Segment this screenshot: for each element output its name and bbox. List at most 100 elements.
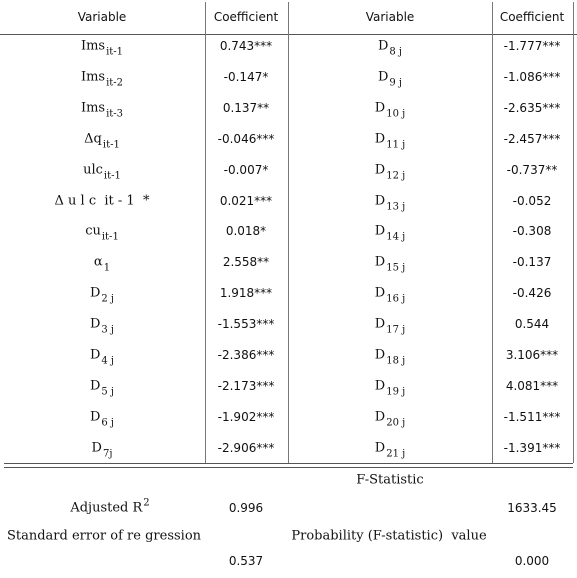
text: D xyxy=(374,100,386,116)
subscript: 1 xyxy=(103,262,111,274)
coefficient: -0.426 xyxy=(512,286,552,301)
text: D xyxy=(374,223,386,239)
subscript: it-2 xyxy=(106,77,124,89)
subscript: 6 j xyxy=(101,417,115,429)
subscript: 12 j xyxy=(386,170,406,182)
subscript: 8 j xyxy=(389,46,403,58)
text: Δ u l c it - 1 * xyxy=(54,193,150,208)
subscript: 5 j xyxy=(101,386,115,398)
subscript: 19 j xyxy=(386,386,406,398)
column-rule xyxy=(573,2,574,463)
subscript: it-1 xyxy=(102,139,120,151)
text: Adjusted R xyxy=(70,500,143,516)
subscript: 10 j xyxy=(386,108,406,120)
text: D xyxy=(89,378,101,394)
variable: D14 j xyxy=(374,223,405,243)
coefficient: -1.511*** xyxy=(503,409,561,424)
column-header: Variable xyxy=(77,10,127,24)
coefficient: -2.457*** xyxy=(503,131,561,146)
column-rule xyxy=(288,2,289,463)
coefficient: -0.046*** xyxy=(217,131,275,146)
variable: D9 j xyxy=(377,69,402,88)
subscript: 16 j xyxy=(386,293,406,305)
text: D xyxy=(374,285,386,301)
coefficient: -2.173*** xyxy=(217,378,275,393)
subscript: 20 j xyxy=(386,417,406,429)
subscript: 4 j xyxy=(101,355,115,367)
coefficient: 1.918*** xyxy=(219,286,273,301)
text: α xyxy=(93,254,103,270)
subscript: it-3 xyxy=(106,108,124,120)
coefficient: -0.737** xyxy=(506,162,558,177)
coefficient: -2.635*** xyxy=(503,100,561,115)
text: Ims xyxy=(80,38,106,54)
coefficient: -1.086*** xyxy=(503,69,561,84)
subscript: 11 j xyxy=(386,139,406,151)
coefficient: -1.391*** xyxy=(503,440,561,455)
coefficient: -0.052 xyxy=(512,193,552,208)
double-rule xyxy=(4,467,573,468)
variable: Imsit-3 xyxy=(81,101,123,119)
variable: D15 j xyxy=(374,254,405,274)
variable: D16 j xyxy=(374,285,405,305)
adjusted-r2-value: 0.996 xyxy=(228,501,264,515)
double-rule xyxy=(4,463,573,464)
text: D xyxy=(89,285,101,301)
variable: D6 j xyxy=(90,410,114,428)
coefficient: -2.906*** xyxy=(217,440,275,455)
text: D xyxy=(89,316,101,332)
coefficient: 0.018* xyxy=(225,224,267,239)
f-statistic-label: F-Statistic xyxy=(356,472,424,488)
text: D xyxy=(374,440,386,456)
variable: D4 j xyxy=(90,349,114,367)
column-header: Coefficient xyxy=(213,10,279,24)
text: D xyxy=(374,254,386,270)
variable: D2 j xyxy=(89,285,114,305)
subscript: 14 j xyxy=(386,231,406,243)
variable: D21 j xyxy=(374,440,405,459)
subscript: 15 j xyxy=(386,262,406,274)
variable: D11 j xyxy=(374,131,405,150)
text: cu xyxy=(85,223,101,239)
variable: D13 j xyxy=(374,193,405,212)
text: D xyxy=(374,347,386,363)
column-rule xyxy=(492,2,493,463)
text: D xyxy=(374,131,386,147)
coefficient: 0.544 xyxy=(514,317,550,332)
subscript: 21 j xyxy=(386,448,406,460)
variable: Δqit-1 xyxy=(84,131,120,150)
variable: cuit-1 xyxy=(85,223,119,243)
variable: D19 j xyxy=(375,379,405,397)
subscript: it-1 xyxy=(106,46,124,58)
probability-label: Probability (F-statistic) value xyxy=(291,528,487,544)
text: D xyxy=(377,69,389,85)
text: Δq xyxy=(84,131,102,147)
se-value: 0.537 xyxy=(228,554,264,568)
adjusted-r2-label: Adjusted R2 xyxy=(70,498,149,516)
coefficient: 0.137** xyxy=(222,100,270,115)
coefficient: 4.081*** xyxy=(505,378,559,393)
coefficient: -0.147* xyxy=(223,69,269,84)
variable: D7j xyxy=(91,440,113,459)
variable: D10 j xyxy=(374,100,405,119)
column-header: Coefficient xyxy=(499,10,565,24)
text: ulc xyxy=(83,162,103,178)
variable: D18 j xyxy=(374,347,405,367)
text: D xyxy=(91,440,102,456)
superscript: 2 xyxy=(143,497,150,509)
subscript: 9 j xyxy=(389,77,403,89)
subscript: 7j xyxy=(102,448,113,460)
variable: α1 xyxy=(93,254,110,274)
variable: D12 j xyxy=(375,163,405,181)
coefficient: -0.007* xyxy=(223,162,269,177)
variable: Imsit-1 xyxy=(80,38,123,58)
coefficient: -2.386*** xyxy=(217,348,275,362)
column-rule xyxy=(205,2,206,463)
f-statistic-value: 1633.45 xyxy=(507,501,557,515)
probability-value: 0.000 xyxy=(514,554,550,568)
coefficient: -0.308 xyxy=(512,224,552,239)
text: D xyxy=(374,193,386,208)
text: D xyxy=(374,316,386,332)
text: Ims xyxy=(80,69,106,85)
